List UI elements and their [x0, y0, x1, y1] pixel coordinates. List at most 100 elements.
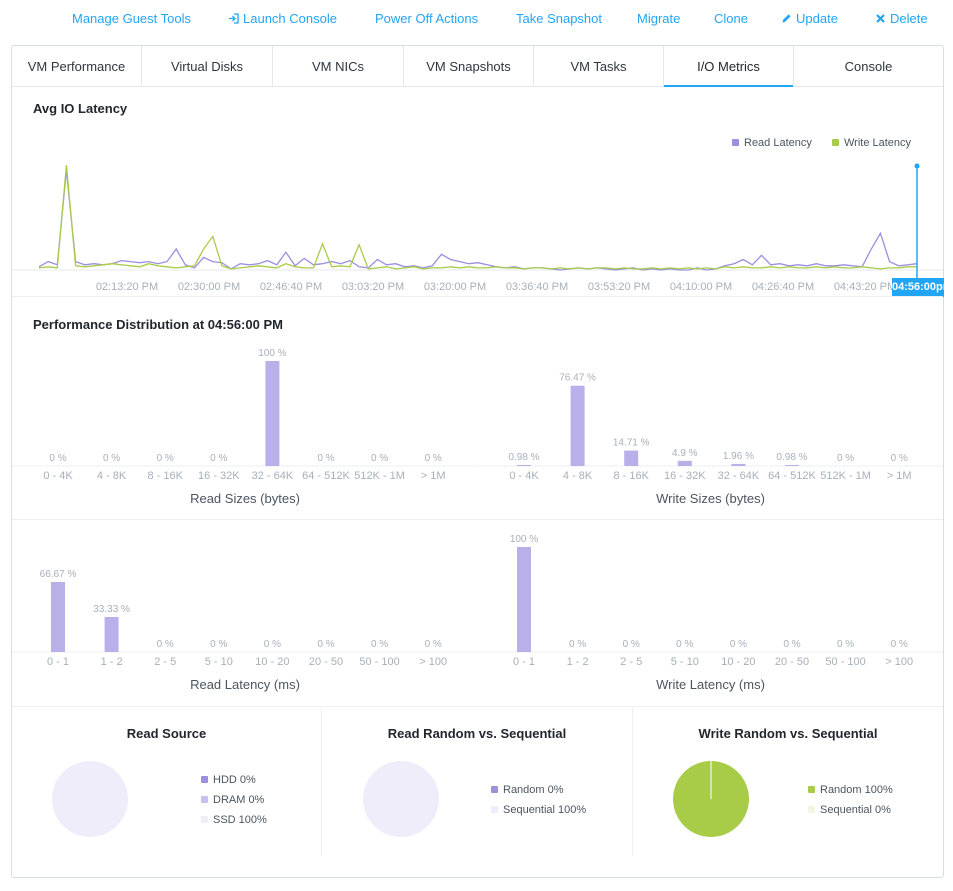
- read-latency-title: Read Latency (ms): [190, 677, 300, 692]
- category-tick-label: 64 - 512K: [768, 470, 816, 482]
- launch-console-label: Launch Console: [243, 11, 337, 26]
- x-tick-label: 02:30:00 PM: [178, 281, 240, 293]
- category-tick-label: > 1M: [887, 470, 912, 482]
- read-sizes-title: Read Sizes (bytes): [190, 491, 300, 506]
- legend-label: Read Latency: [744, 137, 812, 149]
- x-tick-label: 04:10:00 PM: [670, 281, 732, 293]
- legend-swatch: [808, 806, 815, 813]
- bar: [785, 464, 799, 466]
- bar-value-label: 100 %: [510, 534, 538, 545]
- category-tick-label: 50 - 100: [359, 656, 399, 668]
- read-random-seq-title: Read Random vs. Sequential: [387, 726, 567, 741]
- legend-swatch: [201, 816, 208, 823]
- legend-swatch: [808, 786, 815, 793]
- category-tick-label: 8 - 16K: [147, 470, 183, 482]
- category-tick-label: 4 - 8K: [97, 470, 127, 482]
- tab-console[interactable]: Console: [844, 59, 893, 74]
- tab-virtual-disks[interactable]: Virtual Disks: [142, 46, 273, 86]
- bar-value-label: 0 %: [210, 453, 227, 464]
- divider: [12, 706, 943, 707]
- legend-label: SSD 100%: [213, 814, 267, 826]
- category-tick-label: 32 - 64K: [252, 470, 294, 482]
- divider: [12, 296, 943, 297]
- read-source-title: Read Source: [126, 726, 207, 741]
- bar-value-label: 0 %: [49, 453, 66, 464]
- legend-write-latency: Write Latency: [832, 137, 911, 149]
- write-latency-title: Write Latency (ms): [656, 677, 765, 692]
- bar-value-label: 0 %: [676, 639, 693, 650]
- bar-value-label: 100 %: [258, 348, 286, 359]
- x-tick-label: 03:20:00 PM: [424, 281, 486, 293]
- bar-value-label: 0 %: [210, 639, 227, 650]
- update-button[interactable]: Update: [781, 11, 838, 26]
- legend-swatch: [491, 806, 498, 813]
- category-tick-label: 8 - 16K: [613, 470, 649, 482]
- tab-vm-performance[interactable]: VM Performance: [12, 46, 142, 86]
- tab-vm-nics[interactable]: VM NICs: [273, 46, 404, 86]
- category-tick-label: 512K - 1M: [354, 470, 405, 482]
- legend-label: Sequential 100%: [503, 804, 587, 816]
- time-cursor-label[interactable]: 04:56:00pm: [892, 278, 944, 297]
- distribution-title: Performance Distribution at 04:56:00 PM: [33, 317, 283, 332]
- bar-value-label: 33.33 %: [93, 604, 130, 615]
- x-tick-label: 04:26:40 PM: [752, 281, 814, 293]
- launch-console-button[interactable]: Launch Console: [228, 11, 337, 26]
- tab-io-metrics[interactable]: I/O Metrics: [664, 46, 794, 87]
- divider: [12, 519, 943, 520]
- x-icon: [876, 14, 885, 23]
- category-tick-label: 0 - 1: [513, 656, 535, 668]
- category-tick-label: 5 - 10: [671, 656, 699, 668]
- vm-detail-panel: VM Performance Virtual Disks VM NICs VM …: [11, 45, 944, 878]
- legend-label: DRAM 0%: [213, 794, 265, 806]
- bar-value-label: 0 %: [425, 639, 442, 650]
- bar-value-label: 0 %: [264, 639, 281, 650]
- bar: [731, 463, 746, 466]
- x-tick-label: 04:43:20 PM: [834, 281, 896, 293]
- legend-hdd: HDD 0%: [201, 774, 256, 786]
- take-snapshot-button[interactable]: Take Snapshot: [516, 11, 603, 26]
- legend-write-sequential: Sequential 0%: [808, 804, 891, 816]
- write-latency-line: [38, 164, 917, 270]
- legend-write-random: Random 100%: [808, 784, 893, 796]
- bar-value-label: 0 %: [837, 639, 854, 650]
- clone-button[interactable]: Clone: [714, 11, 748, 26]
- category-tick-label: 50 - 100: [825, 656, 865, 668]
- launch-icon: [229, 13, 239, 24]
- manage-guest-tools-button[interactable]: Manage Guest Tools: [72, 11, 191, 26]
- pencil-icon: [782, 14, 791, 23]
- bar-value-label: 4.9 %: [672, 448, 698, 459]
- category-tick-label: 16 - 32K: [664, 470, 706, 482]
- power-off-actions-button[interactable]: Power Off Actions: [375, 11, 479, 26]
- bar: [104, 617, 119, 652]
- legend-label: Random 0%: [503, 784, 564, 796]
- bar: [624, 450, 639, 466]
- legend-ssd: SSD 100%: [201, 814, 267, 826]
- migrate-button[interactable]: Migrate: [637, 11, 681, 26]
- delete-button[interactable]: Delete: [875, 11, 928, 26]
- category-tick-label: 2 - 5: [620, 656, 642, 668]
- legend-label: Sequential 0%: [820, 804, 891, 816]
- time-cursor-dot: [914, 163, 920, 169]
- category-tick-label: 20 - 50: [775, 656, 809, 668]
- bar-value-label: 0 %: [891, 453, 908, 464]
- latency-line-chart[interactable]: 02:13:20 PM 02:30:00 PM 02:46:40 PM 03:03:2…: [12, 46, 943, 306]
- bar-value-label: 66.67 %: [40, 569, 77, 580]
- pie-slice: [363, 761, 439, 837]
- category-tick-label: > 1M: [421, 470, 446, 482]
- tab-vm-tasks[interactable]: VM Tasks: [534, 46, 664, 86]
- legend-swatch: [832, 139, 839, 146]
- legend-label: Write Latency: [844, 137, 912, 149]
- bar-value-label: 0 %: [103, 453, 120, 464]
- category-tick-label: 5 - 10: [205, 656, 233, 668]
- category-tick-label: 0 - 4K: [43, 470, 73, 482]
- category-tick-label: 32 - 64K: [718, 470, 760, 482]
- legend-read-latency: Read Latency: [732, 137, 812, 149]
- bar-value-label: 0 %: [371, 639, 388, 650]
- bar-value-label: 14.71 %: [613, 438, 650, 449]
- legend-swatch: [491, 786, 498, 793]
- category-tick-label: > 100: [885, 656, 913, 668]
- bar-value-label: 0 %: [623, 639, 640, 650]
- legend-read-sequential: Sequential 100%: [491, 804, 586, 816]
- tab-vm-snapshots[interactable]: VM Snapshots: [404, 46, 534, 86]
- category-tick-label: 20 - 50: [309, 656, 343, 668]
